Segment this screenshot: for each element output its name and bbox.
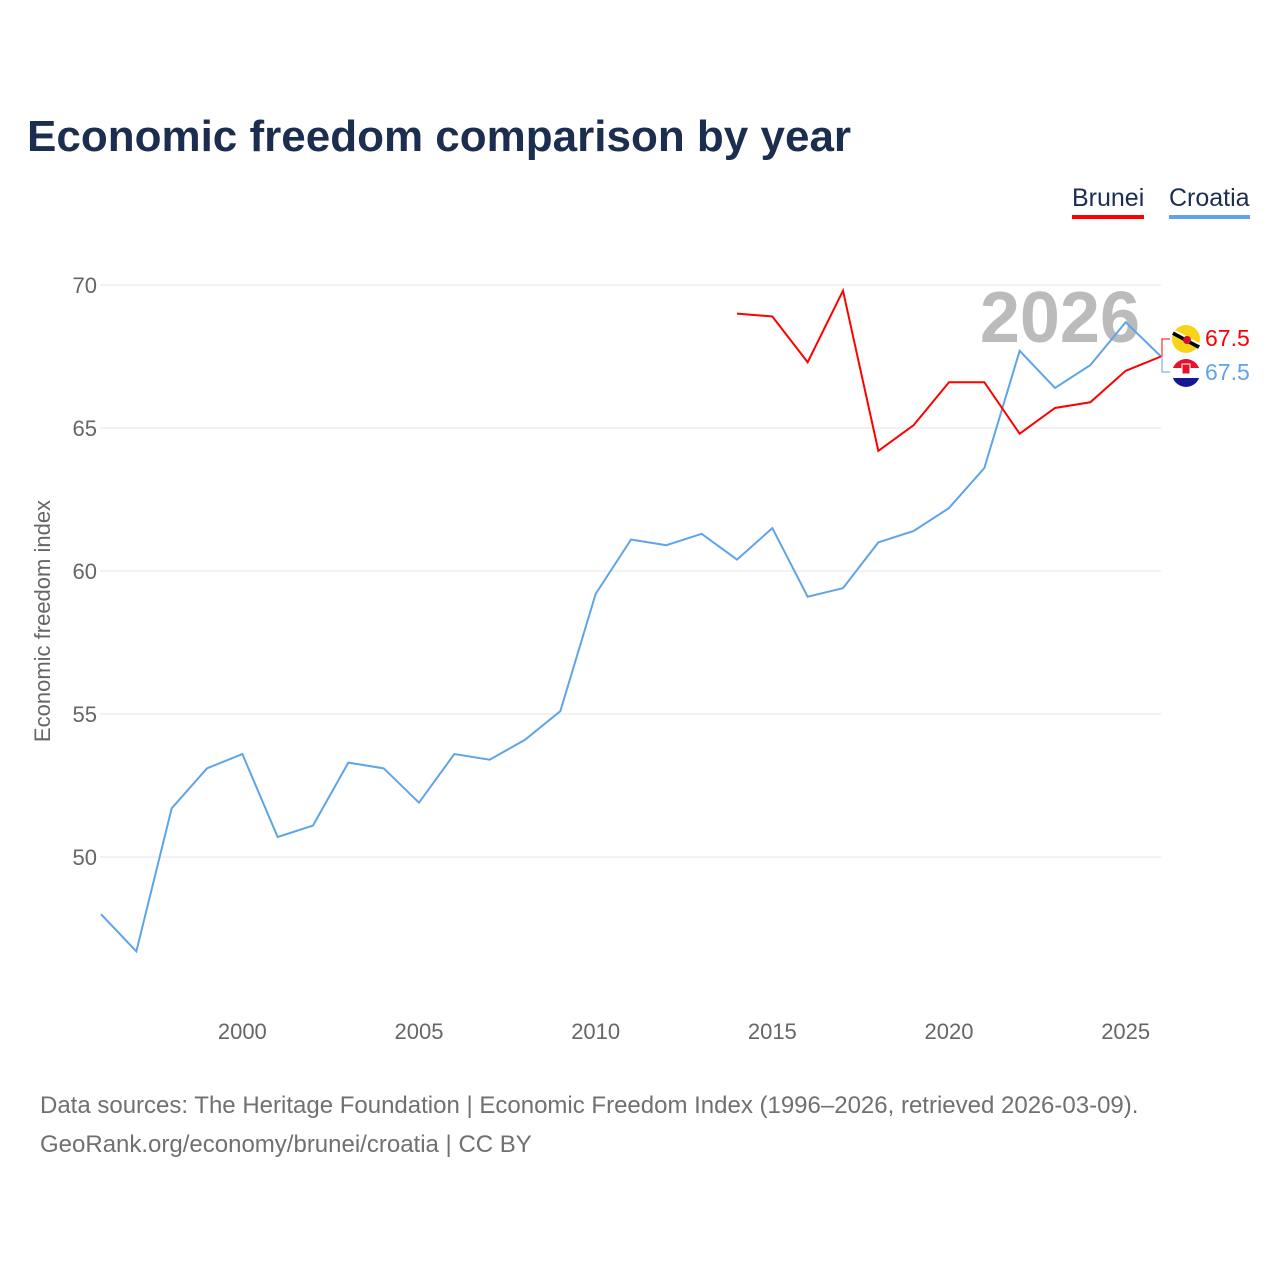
y-tick-label: 65: [73, 416, 97, 441]
y-tick-label: 55: [73, 702, 97, 727]
end-label-croatia: 67.5: [1205, 359, 1250, 385]
flag-band: [1172, 378, 1200, 387]
source-line-1: Data sources: The Heritage Foundation | …: [40, 1092, 1139, 1119]
x-tick-label: 2010: [571, 1019, 620, 1044]
source-note: Data sources: The Heritage Foundation | …: [40, 1086, 1138, 1164]
y-axis-label: Economic freedom index: [30, 500, 55, 742]
flag-shield: [1181, 363, 1191, 375]
source-line-2[interactable]: GeoRank.org/economy/brunei/croatia | CC …: [40, 1131, 532, 1158]
x-tick-label: 2020: [925, 1019, 974, 1044]
flag-emblem: [1183, 336, 1191, 344]
legend-brunei[interactable]: Brunei: [1072, 184, 1145, 219]
year-watermark: 2026: [980, 278, 1140, 358]
end-label-brunei: 67.5: [1205, 325, 1250, 351]
y-tick-label: 60: [73, 559, 97, 584]
x-tick-label: 2025: [1101, 1019, 1150, 1044]
x-tick-label: 2000: [218, 1019, 267, 1044]
y-tick-label: 50: [73, 845, 97, 870]
legend-croatia[interactable]: Croatia: [1169, 184, 1250, 219]
chart-title: Economic freedom comparison by year: [27, 112, 852, 161]
series-line-brunei: [736, 287, 1162, 453]
x-tick-label: 2015: [748, 1019, 797, 1044]
series-line-croatia: [100, 320, 1162, 954]
label-connector: [1161, 338, 1170, 357]
y-tick-label: 70: [73, 273, 97, 298]
x-tick-label: 2005: [395, 1019, 444, 1044]
label-connector: [1161, 356, 1170, 373]
